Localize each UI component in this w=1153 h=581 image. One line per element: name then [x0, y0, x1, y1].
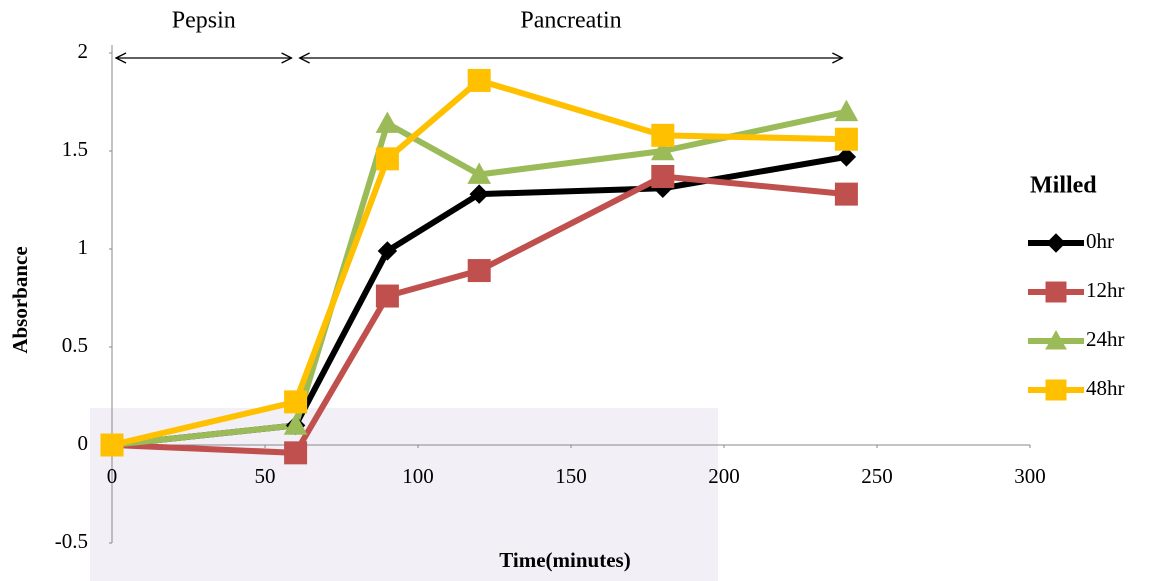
data-point [101, 434, 123, 456]
x-tick-label: 200 [708, 464, 740, 488]
data-point [376, 113, 398, 133]
y-tick-label: -0.5 [55, 529, 88, 553]
legend-title: Milled [1030, 173, 1097, 199]
legend-marker [1047, 234, 1065, 252]
data-point [652, 165, 674, 187]
x-tick-label: 50 [255, 464, 276, 488]
x-axis-title: Time(minutes) [499, 548, 630, 572]
y-tick-label: 1 [78, 235, 89, 259]
annotation-label: Pancreatin [520, 8, 621, 34]
annotation-label: Pepsin [172, 8, 236, 34]
legend-label: 48hr [1086, 376, 1125, 400]
chart: Time(minutes) Absorbance Milled -0.5 0 0.5… [0, 0, 1153, 581]
data-point [835, 183, 857, 205]
data-point [376, 148, 398, 170]
legend-marker [1046, 380, 1066, 400]
y-tick-label: 0 [78, 431, 89, 455]
x-tick-label: 300 [1014, 464, 1046, 488]
legend-label: 12hr [1086, 278, 1125, 302]
x-tick-label: 0 [107, 464, 118, 488]
legend-label: 24hr [1086, 327, 1125, 351]
data-point [468, 260, 490, 282]
data-point [285, 442, 307, 464]
x-tick-label: 150 [555, 464, 587, 488]
y-tick-label: 0.5 [62, 333, 88, 357]
data-point [652, 124, 674, 146]
y-tick-label: 2 [78, 39, 89, 63]
legend-marker [1046, 282, 1066, 302]
legend-label: 0hr [1086, 229, 1114, 253]
data-point [285, 391, 307, 413]
data-point [835, 128, 857, 150]
y-tick-label: 1.5 [62, 137, 88, 161]
data-point [376, 285, 398, 307]
x-tick-label: 250 [861, 464, 893, 488]
data-point [468, 69, 490, 91]
x-tick-label: 100 [402, 464, 434, 488]
y-axis-title: Absorbance [8, 246, 32, 353]
